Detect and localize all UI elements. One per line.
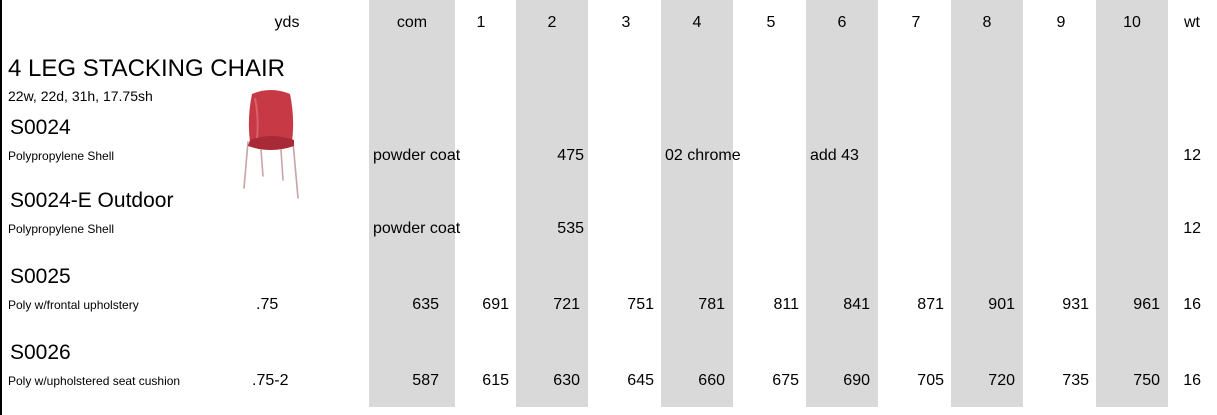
com-s0024-e: powder coat: [373, 220, 461, 237]
grade-2-s0024-e: 535: [557, 220, 584, 237]
sku-s0025: S0025: [10, 265, 71, 288]
sku-s0024: S0024: [10, 116, 71, 139]
grade-1-s0025: 691: [482, 296, 509, 313]
product-title: 4 LEG STACKING CHAIR: [8, 55, 285, 82]
desc-s0025: Poly w/frontal upholstery: [8, 298, 139, 312]
grade-7-s0026: 705: [917, 372, 944, 389]
grade-9-s0026: 735: [1062, 372, 1089, 389]
header-grade-8: 8: [982, 14, 992, 31]
wt-s0026: 16: [1183, 372, 1201, 389]
grade-3-s0026: 645: [627, 372, 654, 389]
stacking-chair-photo-icon: [243, 90, 299, 199]
grade-7-s0025: 871: [917, 296, 944, 313]
header-grade-6: 6: [837, 14, 847, 31]
grade-2-s0026: 630: [553, 372, 580, 389]
grade-4-s0026: 660: [698, 372, 725, 389]
wt-s0024-e: 12: [1183, 220, 1201, 237]
grade-2-s0024: 475: [557, 147, 584, 164]
com-s0026: 587: [412, 372, 439, 389]
grade-6-s0026: 690: [843, 372, 870, 389]
desc-s0024-e: Polypropylene Shell: [8, 222, 115, 236]
header-grade-10: 10: [1123, 14, 1141, 31]
shade-grade-6: [806, 0, 878, 407]
grade-8-s0026: 720: [988, 372, 1015, 389]
header-com: com: [396, 14, 428, 31]
grade-1-s0026: 615: [482, 372, 509, 389]
grade-10-s0026: 750: [1133, 372, 1160, 389]
header-grade-7: 7: [911, 14, 921, 31]
shade-grade-2: [516, 0, 588, 407]
sku-s0026: S0026: [10, 341, 71, 364]
grade-2-s0025: 721: [553, 296, 580, 313]
header-grade-1: 1: [476, 14, 486, 31]
wt-s0024: 12: [1183, 147, 1201, 164]
grade-5-s0026: 675: [772, 372, 799, 389]
grade-3-s0025: 751: [627, 296, 654, 313]
grade-9-s0025: 931: [1062, 296, 1089, 313]
header-grade-2: 2: [547, 14, 557, 31]
header-yds: yds: [274, 14, 300, 31]
sku-s0024-e: S0024-E Outdoor: [10, 189, 174, 212]
grade-8-s0025: 901: [988, 296, 1015, 313]
shade-com: [369, 0, 455, 407]
grade-10-s0025: 961: [1133, 296, 1160, 313]
yds-s0025: .75: [256, 296, 279, 313]
grade-5-s0025: 811: [773, 296, 799, 313]
shade-grade-8: [951, 0, 1023, 407]
com-s0024: powder coat: [373, 147, 461, 164]
grade-4-s0024: 02 chrome: [665, 147, 741, 164]
com-s0025: 635: [412, 296, 439, 313]
left-border: [0, 0, 2, 415]
header-grade-3: 3: [621, 14, 631, 31]
grade-6-s0024: add 43: [810, 147, 859, 164]
header-wt: wt: [1184, 14, 1200, 31]
wt-s0025: 16: [1183, 296, 1201, 313]
header-grade-4: 4: [692, 14, 702, 31]
grade-4-s0025: 781: [698, 296, 725, 313]
shade-grade-4: [661, 0, 733, 407]
product-dimensions: 22w, 22d, 31h, 17.75sh: [8, 88, 153, 104]
desc-s0026: Poly w/upholstered seat cushion: [8, 374, 181, 388]
grade-6-s0025: 841: [843, 296, 870, 313]
yds-s0026: .75-2: [252, 372, 289, 389]
header-grade-5: 5: [766, 14, 776, 31]
header-grade-9: 9: [1056, 14, 1066, 31]
desc-s0024: Polypropylene Shell: [8, 149, 115, 163]
shade-grade-10: [1096, 0, 1168, 407]
